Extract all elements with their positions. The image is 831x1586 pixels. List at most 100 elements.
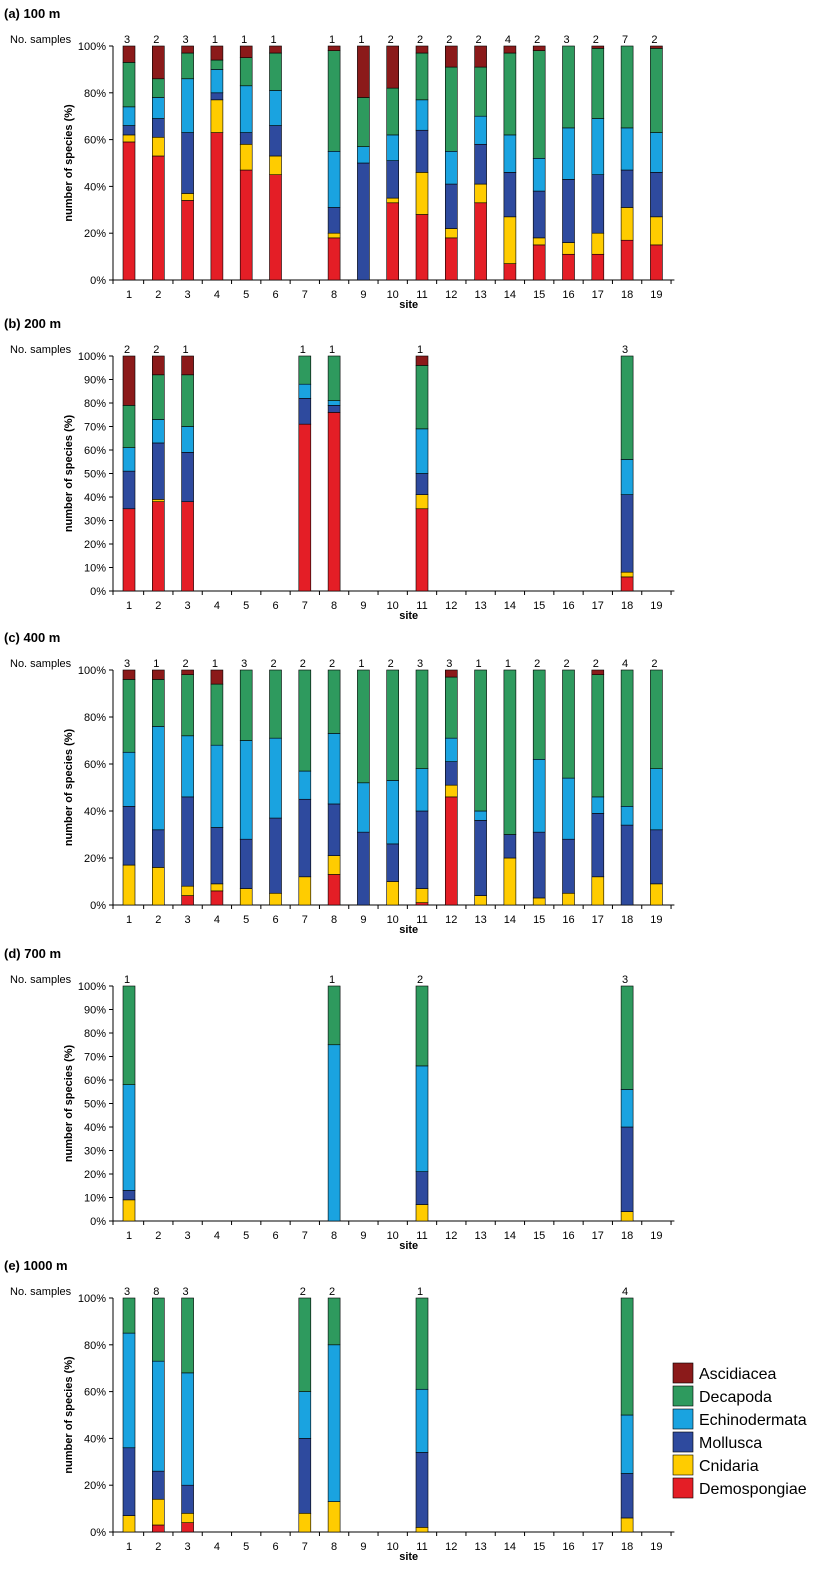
samples-label: No. samples — [10, 1286, 72, 1298]
bar-segment-mollusca — [415, 129, 429, 173]
bar-segment-mollusca — [122, 1447, 136, 1516]
bar-segment-cnidaria — [503, 857, 517, 906]
x-tick-label: 15 — [533, 1230, 545, 1242]
x-tick-label: 15 — [533, 600, 545, 612]
y-tick-label: 60% — [84, 135, 106, 147]
y-tick-label: 80% — [84, 1028, 106, 1040]
bar-segment-decapoda — [357, 97, 370, 147]
sample-count: 1 — [300, 344, 306, 356]
legend: Ascidiacea Decapoda Echinodermata Mollusca C… — [672, 1362, 807, 1499]
sample-count: 1 — [212, 34, 218, 46]
legend-swatch-echinodermata — [672, 1408, 694, 1430]
bar-segment-echinodermata — [620, 459, 634, 495]
x-tick-label: 16 — [562, 1541, 574, 1553]
y-tick-label: 10% — [84, 563, 106, 575]
y-tick-label: 0% — [90, 900, 106, 912]
sample-count: 7 — [622, 34, 628, 46]
bar-segment-mollusca — [620, 824, 634, 906]
bar-segment-cnidaria — [591, 232, 605, 255]
x-tick-label: 4 — [214, 1541, 220, 1553]
sample-count: 2 — [300, 658, 306, 670]
x-tick-label: 5 — [243, 1230, 249, 1242]
bar-segment-cnidaria — [562, 892, 575, 906]
bar-segment-decapoda — [298, 355, 312, 385]
bar-segment-decapoda — [532, 50, 546, 159]
y-tick-label: 70% — [84, 422, 106, 434]
bar-segment-ascidiacea — [122, 355, 136, 406]
y-tick-label: 100% — [78, 1293, 106, 1305]
bar-segment-demospongiae — [415, 214, 429, 281]
y-axis-label: number of species (%) — [63, 414, 75, 532]
bar-segment-cnidaria — [210, 99, 224, 133]
bar-segment-echinodermata — [415, 1388, 429, 1453]
bar-segment-mollusca — [152, 118, 165, 138]
bar-segment-ascidiacea — [444, 669, 458, 678]
bar-segment-echinodermata — [415, 768, 429, 812]
bar-segment-mollusca — [181, 796, 194, 887]
x-tick-label: 7 — [302, 1230, 308, 1242]
bar-segment-ascidiacea — [591, 45, 605, 49]
bar-segment-echinodermata — [181, 1372, 194, 1486]
bar-segment-ascidiacea — [181, 355, 194, 376]
sample-count: 1 — [417, 1286, 423, 1298]
bar-segment-decapoda — [181, 52, 194, 80]
bar-segment-echinodermata — [650, 768, 663, 831]
sample-count: 2 — [124, 344, 130, 356]
x-tick-label: 6 — [272, 1541, 278, 1553]
bar-segment-mollusca — [532, 190, 546, 239]
bar-segment-echinodermata — [415, 99, 429, 131]
bar-segment-demospongiae — [181, 200, 194, 281]
bar-segment-decapoda — [269, 52, 282, 91]
bar-segment-cnidaria — [474, 895, 487, 906]
bar-segment-decapoda — [591, 674, 605, 798]
y-tick-label: 60% — [84, 1075, 106, 1087]
bar-segment-ascidiacea — [415, 355, 429, 366]
bar-segment-echinodermata — [122, 106, 136, 126]
x-tick-label: 17 — [592, 914, 604, 926]
bar-segment-mollusca — [122, 1190, 136, 1201]
bar-segment-demospongiae — [122, 141, 136, 281]
bar-segment-decapoda — [298, 1297, 312, 1392]
bar-segment-echinodermata — [474, 115, 487, 145]
y-tick-label: 50% — [84, 1099, 106, 1111]
bar-segment-demospongiae — [210, 890, 224, 906]
bar-segment-decapoda — [327, 1297, 341, 1346]
bar-segment-mollusca — [327, 207, 341, 234]
sample-count: 1 — [124, 974, 130, 986]
sample-count: 1 — [358, 34, 364, 46]
bar-segment-mollusca — [298, 798, 312, 878]
x-tick-label: 6 — [272, 289, 278, 301]
bar-segment-demospongiae — [562, 253, 575, 281]
bar-segment-demospongiae — [181, 1522, 194, 1533]
bar-segment-cnidaria — [444, 784, 458, 798]
x-tick-label: 6 — [272, 914, 278, 926]
sample-count: 2 — [329, 658, 335, 670]
sample-count: 1 — [505, 658, 511, 670]
x-axis-label: site — [399, 1551, 418, 1563]
y-tick-label: 60% — [84, 445, 106, 457]
x-tick-label: 1 — [126, 1230, 132, 1242]
chart-title: (e) 1000 m — [4, 1258, 68, 1273]
bar-segment-decapoda — [327, 669, 341, 734]
bar-segment-cnidaria — [386, 197, 400, 204]
bar-segment-decapoda — [122, 405, 136, 448]
x-tick-label: 18 — [621, 600, 633, 612]
y-tick-label: 80% — [84, 1340, 106, 1352]
x-tick-label: 13 — [474, 600, 486, 612]
bar-segment-cnidaria — [503, 216, 517, 264]
sample-count: 3 — [622, 344, 628, 356]
bar-segment-ascidiacea — [357, 45, 370, 98]
bar-segment-demospongiae — [591, 253, 605, 281]
bar-segment-cnidaria — [269, 155, 282, 175]
bar-segment-cnidaria — [650, 216, 663, 246]
samples-label: No. samples — [10, 34, 72, 46]
x-tick-label: 7 — [302, 289, 308, 301]
bar-segment-mollusca — [591, 174, 605, 234]
sample-count: 2 — [593, 34, 599, 46]
x-tick-label: 13 — [474, 1541, 486, 1553]
x-tick-label: 4 — [214, 1230, 220, 1242]
sample-count: 1 — [417, 344, 423, 356]
bar-segment-decapoda — [181, 374, 194, 427]
sample-count: 2 — [153, 344, 159, 356]
x-tick-label: 14 — [504, 600, 516, 612]
